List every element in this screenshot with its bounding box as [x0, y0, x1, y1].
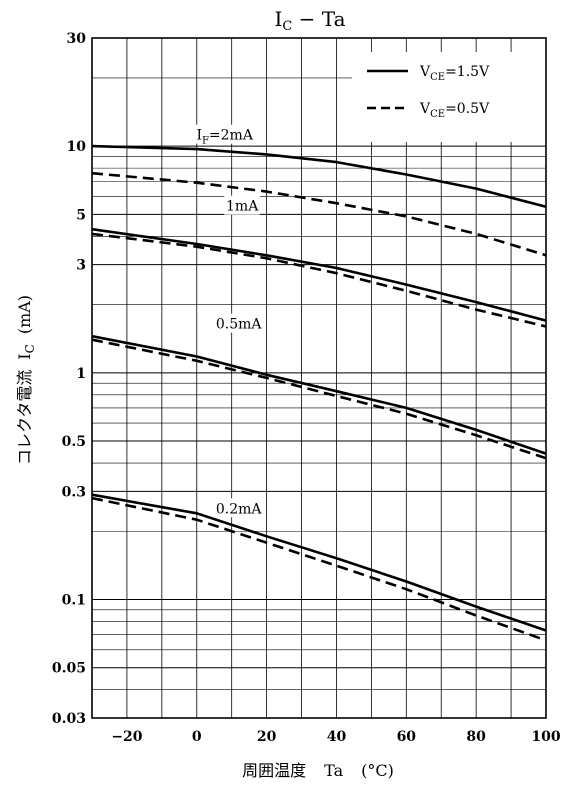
curve-label-3: 0.5mA: [216, 317, 263, 333]
series-line-4-dashed: [91, 232, 547, 328]
y-tick-label: 0.1: [62, 592, 86, 608]
x-tick-label: 20: [257, 729, 277, 745]
y-tick-label: 0.3: [62, 484, 86, 500]
x-tick-label: 0: [192, 729, 202, 745]
curve-label-1: IF=2mA: [196, 128, 253, 147]
curve-label-bg: [212, 313, 266, 333]
x-tick-label: −20: [111, 729, 142, 745]
tick-labels: 0.03 0.05 0.1 0.3 0.5 1 3 5 10 30 −20 0 20 40 60 80 100: [52, 31, 561, 745]
y-tick-label: 0.05: [52, 661, 86, 677]
y-tick-label: 10: [67, 139, 87, 155]
x-tick-label: 80: [466, 729, 486, 745]
curve-label-4: 0.2mA: [216, 501, 263, 517]
series-line-2-dashed: [91, 171, 547, 257]
series-layer: [91, 144, 547, 642]
legend-dashed-label: VCE=0.5V: [419, 101, 490, 120]
x-tick-label: 40: [327, 729, 347, 745]
y-tick-label: 3: [76, 258, 86, 274]
series-line-7-solid: [91, 493, 547, 632]
series-line-5-solid: [91, 334, 547, 455]
y-tick-label: 5: [76, 207, 86, 223]
series-line-1-solid: [91, 144, 547, 209]
y-axis-label: コレクタ電流IC(mA): [15, 295, 37, 465]
legend: VCE=1.5V VCE=0.5V: [352, 52, 546, 142]
curve-label-2: 1mA: [226, 199, 259, 215]
x-tick-label: 60: [397, 729, 417, 745]
chart-title: IC − Ta: [274, 7, 345, 34]
y-tick-label: 30: [67, 31, 87, 47]
y-tick-label: 0.5: [62, 434, 86, 450]
x-tick-label: 100: [531, 729, 560, 745]
series-line-8-dashed: [91, 496, 547, 642]
curve-label-bg: [224, 195, 261, 215]
legend-box: [352, 52, 546, 142]
y-tick-label: 1: [76, 366, 86, 382]
series-line-6-dashed: [91, 338, 547, 460]
plot-frame: [91, 37, 547, 719]
legend-solid-label: VCE=1.5V: [419, 64, 490, 83]
svg-text:コレクタ電流IC(mA): コレクタ電流IC(mA): [15, 295, 37, 465]
y-tick-label: 0.03: [52, 711, 86, 727]
annotations: IF=2mA 1mA 0.5mA 0.2mA: [193, 124, 266, 518]
curve-label-bg: [212, 498, 266, 518]
series-line-3-solid: [91, 227, 547, 322]
curve-label-bg: [193, 124, 256, 144]
x-axis-label: 周囲温度 Ta (°C): [242, 761, 394, 780]
